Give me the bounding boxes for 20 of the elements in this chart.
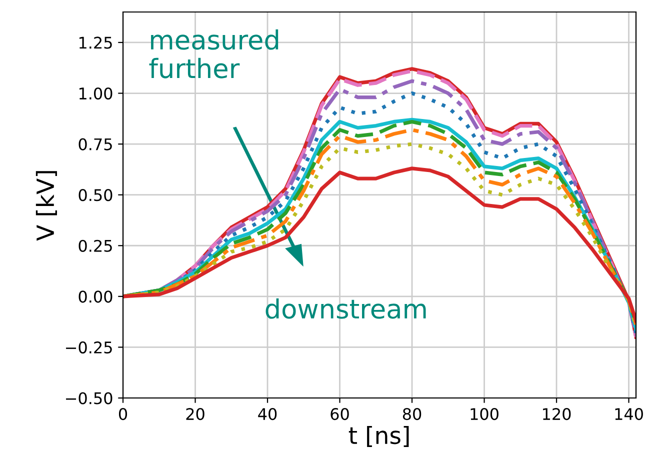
x-tick-label: 60 <box>330 408 349 420</box>
x-tick-label: 100 <box>470 408 498 420</box>
y-tick-label: 0.50 <box>78 189 112 202</box>
y-tick-label: 1.00 <box>79 87 112 100</box>
y-tick-label: 0.25 <box>78 240 112 252</box>
x-axis-title: t [ns] <box>348 426 409 448</box>
x-tick-label: 40 <box>258 408 277 420</box>
x-tick-label: 20 <box>186 408 204 420</box>
y-tick-label: 0.00 <box>78 290 112 303</box>
x-tick-label: 120 <box>543 408 571 420</box>
x-tick-label: 0 <box>118 408 128 420</box>
x-tick-label: 140 <box>615 408 643 420</box>
y-tick-label: 1.25 <box>79 36 112 49</box>
annotation: measured further <box>149 29 278 78</box>
y-tick-label: 0.75 <box>78 138 112 150</box>
y-axis-title: V [kV] <box>36 171 57 241</box>
y-tick-label: −0.25 <box>66 341 112 354</box>
annotation: downstream <box>266 298 426 319</box>
x-tick-label: 80 <box>402 408 422 420</box>
y-tick-label: −0.50 <box>66 392 112 404</box>
